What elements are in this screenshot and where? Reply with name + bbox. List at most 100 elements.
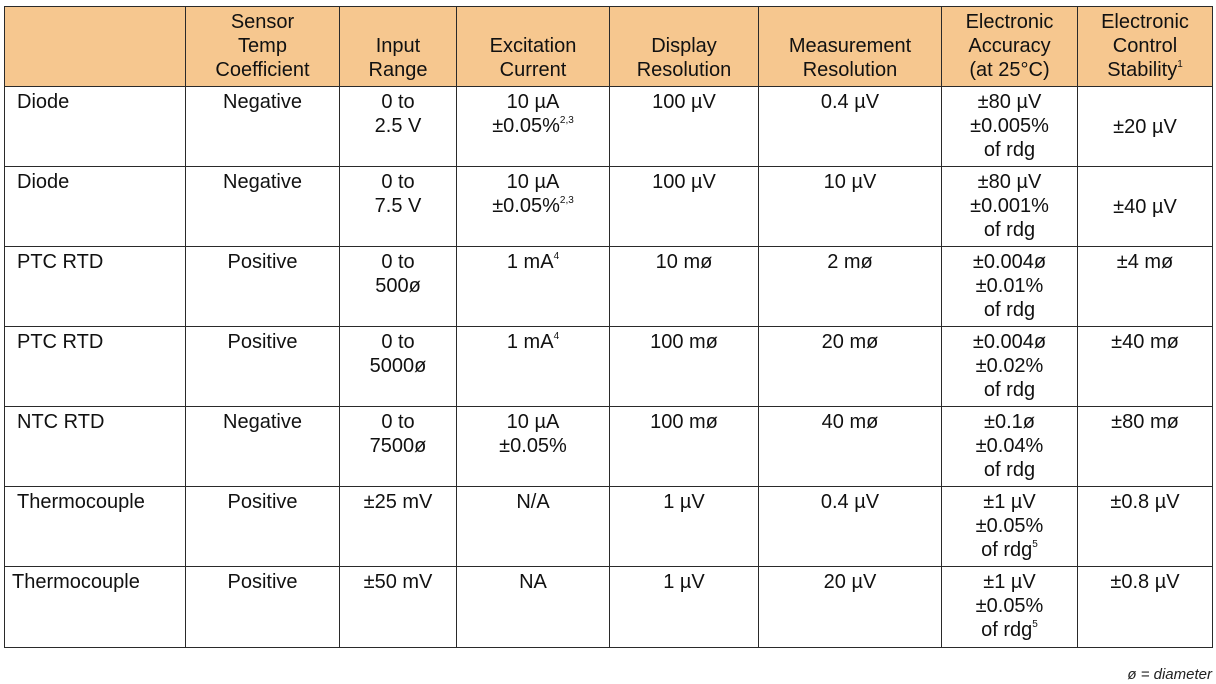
header-control-stability: Electronic Control Stability1	[1077, 6, 1213, 87]
accuracy-line: ±1 µV	[946, 490, 1073, 514]
accuracy-line: of rdg	[946, 298, 1073, 322]
diameter-footnote: ø = diameter	[1127, 666, 1212, 683]
table-row: Thermocouple Positive ±50 mV NA 1 µV 20 µV ±1 …	[4, 566, 1213, 648]
control-stability-cell: ±20 µV	[1077, 86, 1213, 167]
header-measurement-resolution: Measurement Resolution	[758, 6, 942, 87]
accuracy-text: ±0.004ø	[972, 251, 1047, 273]
accuracy-text: ±0.1ø	[984, 411, 1035, 433]
temp-coefficient-cell: Positive	[185, 246, 340, 327]
header-line: Electronic	[1101, 11, 1189, 33]
header-line: Excitation	[489, 35, 577, 57]
accuracy-line: ±0.001%	[946, 194, 1073, 218]
accuracy-line: ±80 µV	[946, 90, 1073, 114]
excitation-text: 10 µA	[506, 411, 560, 433]
header-line: Sensor	[230, 11, 295, 33]
accuracy-text: ±0.005%	[970, 115, 1049, 137]
control-stability-cell: ±4 mø	[1077, 246, 1213, 327]
display-resolution-cell: 100 mø	[609, 326, 759, 407]
excitation-line: N/A	[461, 490, 605, 514]
table-row: PTC RTD Positive 0 to 500ø 1 mA4 10 mø 2 mø ±0.…	[4, 246, 1213, 327]
display-resolution-cell: 1 µV	[609, 486, 759, 567]
header-electronic-accuracy: Electronic Accuracy (at 25°C)	[941, 6, 1078, 87]
electronic-accuracy-cell: ±0.004ø ±0.01% of rdg	[941, 246, 1078, 327]
table-header: Sensor Temp Coefficient Input Range Exci…	[4, 6, 1213, 87]
display-resolution-cell: 100 mø	[609, 406, 759, 487]
input-range-line: 500ø	[375, 275, 421, 297]
accuracy-text: ±1 µV	[983, 571, 1036, 593]
header-line: Measurement	[788, 35, 912, 57]
electronic-accuracy-cell: ±0.004ø ±0.02% of rdg	[941, 326, 1078, 407]
accuracy-text: ±80 µV	[977, 91, 1042, 113]
table-row: PTC RTD Positive 0 to 5000ø 1 mA4 100 mø 20 mø…	[4, 326, 1213, 407]
excitation-current-cell: NA	[456, 566, 610, 648]
excitation-line: ±0.05%2,3	[461, 194, 605, 218]
accuracy-line: ±0.005%	[946, 114, 1073, 138]
measurement-resolution-cell: 0.4 µV	[758, 486, 942, 567]
control-stability-cell: ±40 µV	[1077, 166, 1213, 247]
excitation-current-cell: 10 µA ±0.05%2,3	[456, 86, 610, 167]
accuracy-line: of rdg	[946, 218, 1073, 242]
sensor-type-cell: PTC RTD	[4, 326, 186, 407]
accuracy-line: ±0.004ø	[946, 330, 1073, 354]
header-line: Accuracy	[968, 35, 1051, 57]
sensor-spec-table: Sensor Temp Coefficient Input Range Exci…	[4, 6, 1213, 648]
table-row: Thermocouple Positive ±25 mV N/A 1 µV 0.4 µV ±…	[4, 486, 1213, 567]
excitation-text: 1 mA	[506, 251, 554, 273]
header-display-resolution: Display Resolution	[609, 6, 759, 87]
header-line: Resolution	[636, 59, 732, 81]
accuracy-text: ±80 µV	[977, 171, 1042, 193]
excitation-current-cell: N/A	[456, 486, 610, 567]
footnote-marker: 5	[1032, 619, 1038, 630]
header-row: Sensor Temp Coefficient Input Range Exci…	[4, 6, 1213, 87]
sensor-type-cell: Thermocouple	[4, 566, 186, 648]
header-line-text: Stability	[1107, 59, 1178, 81]
accuracy-line: of rdg	[946, 458, 1073, 482]
footnote-marker: 2,3	[559, 195, 574, 206]
sensor-type-cell: NTC RTD	[4, 406, 186, 487]
header-line: Resolution	[802, 59, 898, 81]
excitation-current-cell: 10 µA ±0.05%2,3	[456, 166, 610, 247]
excitation-text: ±0.05%	[499, 435, 567, 457]
footnote-marker: 1	[1177, 59, 1183, 70]
accuracy-line: ±0.04%	[946, 434, 1073, 458]
excitation-text: NA	[519, 571, 547, 593]
input-range-line: 0 to	[381, 251, 415, 273]
electronic-accuracy-cell: ±1 µV ±0.05% of rdg5	[941, 566, 1078, 648]
header-line: Stability1	[1082, 58, 1208, 82]
input-range-line: 0 to	[381, 331, 415, 353]
input-range-cell: 0 to 7.5 V	[339, 166, 457, 247]
sensor-type-cell: PTC RTD	[4, 246, 186, 327]
control-stability-cell: ±0.8 µV	[1077, 486, 1213, 567]
header-excitation-current: Excitation Current	[456, 6, 610, 87]
table-row: Diode Negative 0 to 7.5 V 10 µA ±0.05%2,3 100 …	[4, 166, 1213, 247]
measurement-resolution-cell: 0.4 µV	[758, 86, 942, 167]
input-range-cell: ±25 mV	[339, 486, 457, 567]
input-range-line: 0 to	[381, 171, 415, 193]
accuracy-text: of rdg	[983, 139, 1036, 161]
excitation-current-cell: 1 mA4	[456, 326, 610, 407]
accuracy-text: of rdg	[983, 299, 1036, 321]
excitation-line: 10 µA	[461, 410, 605, 434]
electronic-accuracy-cell: ±1 µV ±0.05% of rdg5	[941, 486, 1078, 567]
accuracy-text: of rdg	[983, 459, 1036, 481]
excitation-text: 10 µA	[506, 171, 560, 193]
temp-coefficient-cell: Positive	[185, 566, 340, 648]
accuracy-text: of rdg	[981, 619, 1033, 641]
input-range-line: ±50 mV	[363, 571, 433, 593]
accuracy-line: ±0.1ø	[946, 410, 1073, 434]
temp-coefficient-cell: Negative	[185, 166, 340, 247]
excitation-line: NA	[461, 570, 605, 594]
excitation-line: 1 mA4	[461, 330, 605, 354]
accuracy-text: ±0.01%	[975, 275, 1044, 297]
measurement-resolution-cell: 20 µV	[758, 566, 942, 648]
accuracy-line: ±0.01%	[946, 274, 1073, 298]
input-range-line: 2.5 V	[374, 115, 422, 137]
table-row: NTC RTD Negative 0 to 7500ø 10 µA ±0.05% 100 m…	[4, 406, 1213, 487]
sensor-type-cell: Thermocouple	[4, 486, 186, 567]
temp-coefficient-cell: Positive	[185, 486, 340, 567]
input-range-cell: 0 to 500ø	[339, 246, 457, 327]
accuracy-line: ±0.004ø	[946, 250, 1073, 274]
electronic-accuracy-cell: ±0.1ø ±0.04% of rdg	[941, 406, 1078, 487]
header-line: Range	[368, 59, 428, 81]
excitation-current-cell: 10 µA ±0.05%	[456, 406, 610, 487]
